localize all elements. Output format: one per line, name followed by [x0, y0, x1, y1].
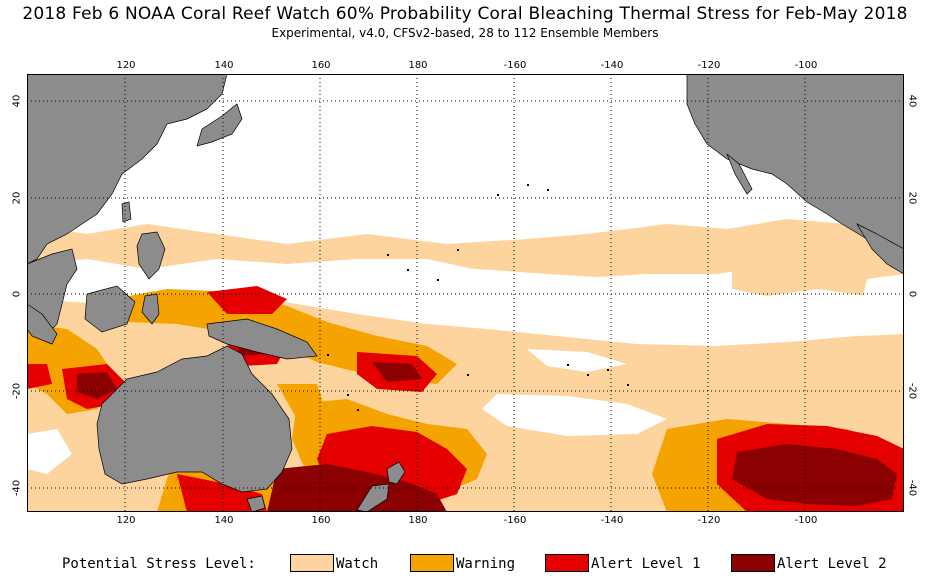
- lat-tick-left: -40: [11, 479, 23, 497]
- lon-tick-bottom: 160: [311, 515, 331, 526]
- land-masses: [27, 74, 904, 512]
- legend: Potential Stress Level: Watch Warning Al…: [0, 552, 930, 576]
- lat-tick-left: 0: [11, 290, 23, 298]
- map-panel: [27, 74, 904, 512]
- lon-tick-bottom: 120: [116, 515, 136, 526]
- central-america: [856, 223, 904, 275]
- legend-label: Alert Level 1: [591, 556, 701, 572]
- new-guinea-landmass: [206, 318, 318, 360]
- legend-title: Potential Stress Level:: [62, 556, 256, 572]
- lon-tick-bottom: 140: [214, 515, 234, 526]
- new-zealand-north: [386, 461, 406, 485]
- lon-tick-top: 160: [311, 60, 331, 71]
- borneo-landmass: [84, 285, 136, 333]
- map-border: [27, 74, 904, 512]
- lon-tick-top: -140: [600, 60, 624, 71]
- tasmania-landmass: [246, 495, 266, 512]
- lat-tick-right: 0: [906, 290, 918, 298]
- legend-swatch: [290, 554, 334, 572]
- asia-landmass: [27, 74, 228, 265]
- pacific-islands: [327, 184, 629, 411]
- chart-title: 2018 Feb 6 NOAA Coral Reef Watch 60% Pro…: [22, 4, 908, 24]
- lon-tick-top: -160: [503, 60, 527, 71]
- lat-tick-right: 40: [906, 94, 918, 108]
- legend-swatch: [410, 554, 454, 572]
- lon-tick-top: -120: [697, 60, 721, 71]
- alert2-areas: [77, 336, 897, 512]
- lon-tick-bottom: 180: [408, 515, 428, 526]
- japan-landmass: [196, 103, 243, 147]
- lat-tick-right: -20: [906, 382, 918, 400]
- legend-swatch: [731, 554, 775, 572]
- lat-tick-right: -40: [906, 479, 918, 497]
- australia-landmass: [96, 345, 293, 493]
- new-zealand-south: [356, 483, 390, 512]
- taiwan-landmass: [121, 201, 132, 223]
- legend-label: Warning: [456, 556, 516, 572]
- legend-label: Watch: [336, 556, 379, 572]
- lat-tick-right: 20: [906, 191, 918, 205]
- lat-tick-left: -20: [11, 382, 23, 400]
- lon-tick-top: 120: [116, 60, 136, 71]
- lon-tick-bottom: -120: [697, 515, 721, 526]
- chart-subtitle: Experimental, v4.0, CFSv2-based, 28 to 1…: [271, 26, 659, 40]
- lat-tick-left: 20: [11, 191, 23, 205]
- lon-tick-top: 180: [408, 60, 428, 71]
- baja-california: [726, 153, 753, 195]
- lon-tick-bottom: -140: [600, 515, 624, 526]
- lon-tick-top: -100: [794, 60, 818, 71]
- lon-tick-top: 140: [214, 60, 234, 71]
- lon-tick-bottom: -100: [794, 515, 818, 526]
- lon-tick-bottom: -160: [503, 515, 527, 526]
- philippines-landmass: [136, 231, 166, 280]
- legend-swatch: [545, 554, 589, 572]
- lat-tick-left: 40: [11, 94, 23, 108]
- legend-label: Alert Level 2: [777, 556, 887, 572]
- sumatra-landmass: [27, 303, 58, 345]
- no-stress-areas: [27, 264, 904, 474]
